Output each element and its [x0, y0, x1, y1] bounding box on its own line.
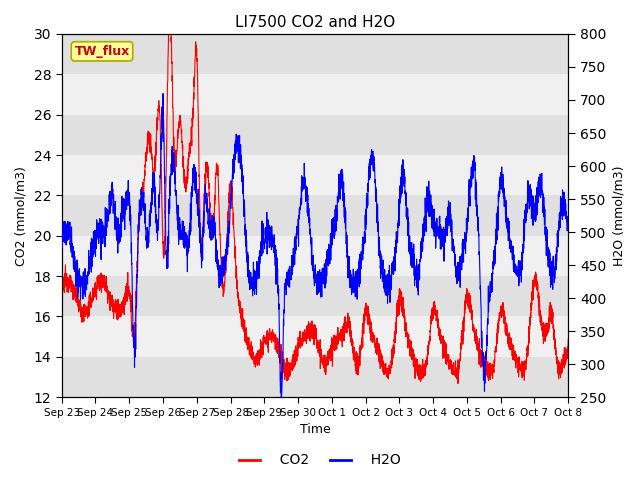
- Bar: [61, 195, 568, 236]
- Bar: [61, 74, 568, 115]
- Bar: [61, 316, 568, 357]
- Bar: [61, 34, 568, 74]
- Text: TW_flux: TW_flux: [74, 45, 130, 58]
- Bar: [61, 115, 568, 155]
- Bar: [61, 276, 568, 316]
- Legend:   CO2,   H2O: CO2, H2O: [234, 448, 406, 473]
- Bar: [61, 357, 568, 397]
- Y-axis label: CO2 (mmol/m3): CO2 (mmol/m3): [15, 166, 28, 265]
- Bar: [61, 236, 568, 276]
- Title: LI7500 CO2 and H2O: LI7500 CO2 and H2O: [235, 15, 395, 30]
- Y-axis label: H2O (mmol/m3): H2O (mmol/m3): [612, 165, 625, 266]
- X-axis label: Time: Time: [300, 423, 330, 436]
- Bar: [61, 155, 568, 195]
